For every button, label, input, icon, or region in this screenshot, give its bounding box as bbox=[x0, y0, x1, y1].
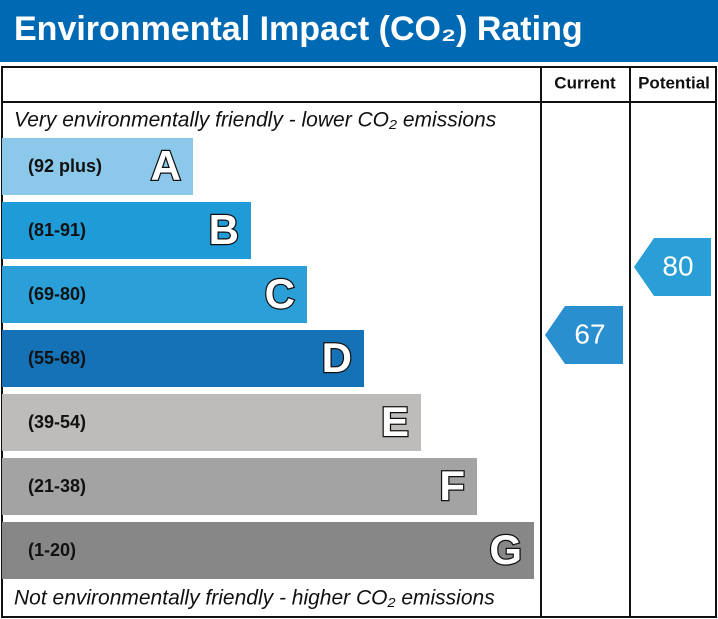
band-range: (69-80) bbox=[28, 284, 86, 304]
potential-score: 80 bbox=[662, 250, 693, 281]
top-note: Very environmentally friendly - lower CO… bbox=[14, 109, 497, 132]
column-header: Potential bbox=[638, 73, 710, 92]
band-letter: A bbox=[151, 142, 181, 189]
current-score: 67 bbox=[574, 318, 605, 349]
potential-arrow bbox=[634, 238, 711, 296]
column-header: Current bbox=[554, 73, 616, 92]
band-range: (55-68) bbox=[28, 348, 86, 368]
band-bar bbox=[2, 202, 251, 259]
band-letter: G bbox=[489, 526, 522, 573]
band-range: (1-20) bbox=[28, 540, 76, 560]
band-range: (92 plus) bbox=[28, 156, 102, 176]
current-arrow bbox=[545, 306, 623, 364]
band-range: (81-91) bbox=[28, 220, 86, 240]
band-letter: D bbox=[322, 334, 352, 381]
band-bar bbox=[2, 394, 421, 451]
band-letter: E bbox=[381, 398, 409, 445]
band-range: (21-38) bbox=[28, 476, 86, 496]
band-bar bbox=[2, 458, 477, 515]
bottom-note: Not environmentally friendly - higher CO… bbox=[14, 587, 495, 610]
band-letter: B bbox=[209, 206, 239, 253]
band-bar bbox=[2, 138, 193, 195]
band-bar bbox=[2, 266, 307, 323]
band-range: (39-54) bbox=[28, 412, 86, 432]
header-bar bbox=[0, 0, 718, 62]
title: Environmental Impact (CO₂) Rating bbox=[14, 10, 583, 48]
band-bar bbox=[2, 330, 364, 387]
band-letter: F bbox=[439, 462, 465, 509]
band-bar bbox=[2, 522, 534, 579]
band-letter: C bbox=[265, 270, 295, 317]
